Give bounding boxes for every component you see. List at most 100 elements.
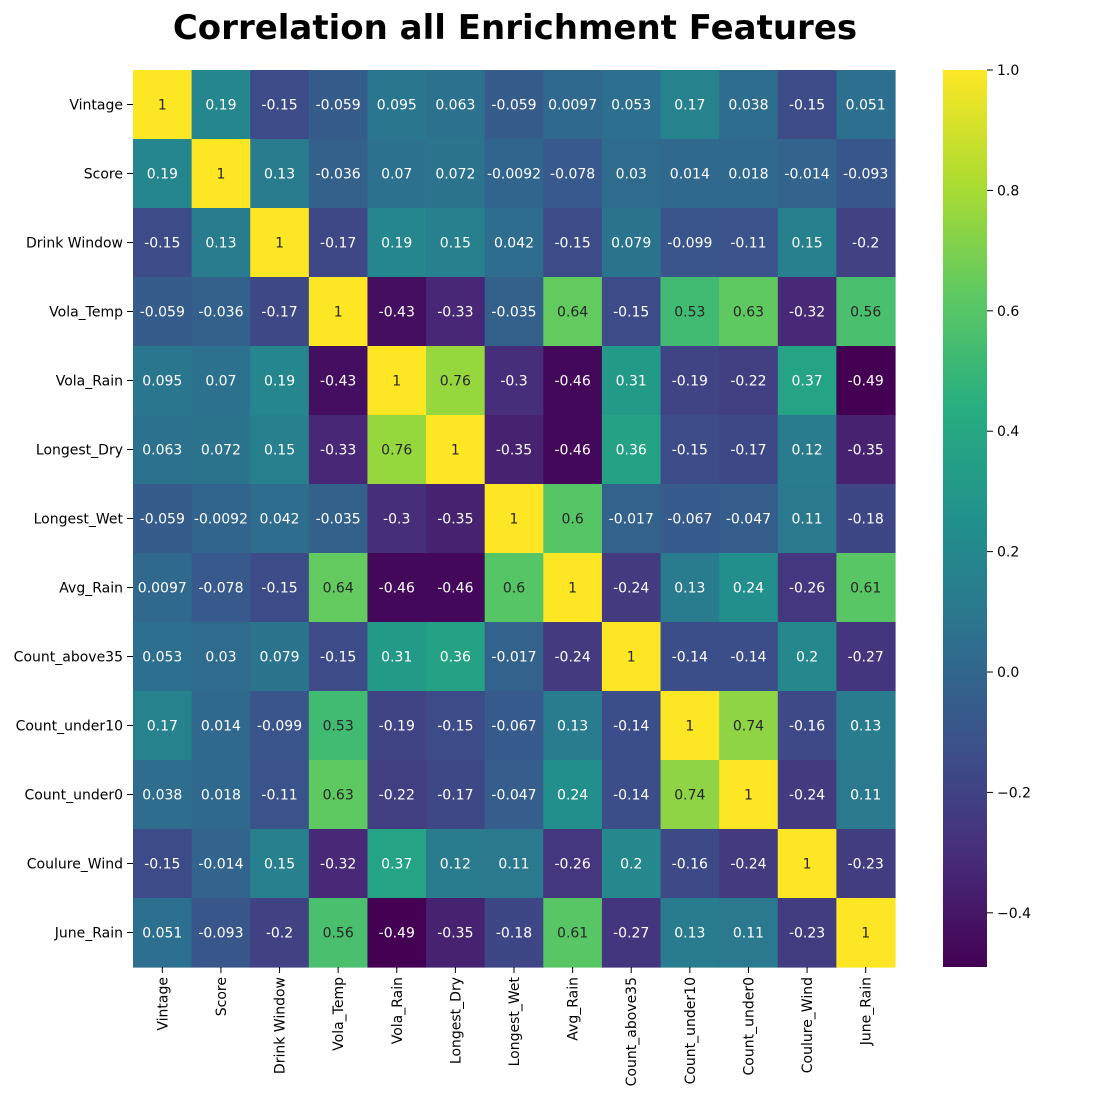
heatmap-cell: [719, 346, 779, 416]
cell-value-label: 0.6: [561, 512, 583, 528]
cell-value-label: -0.14: [730, 650, 766, 666]
heatmap-cell: [191, 277, 251, 347]
heatmap-cell: [484, 622, 544, 692]
cell-value-label: -0.33: [437, 305, 473, 321]
cell-value-label: 0.053: [611, 98, 651, 114]
x-tick-label: June_Rain: [859, 977, 875, 1046]
cell-value-label: 0.15: [264, 443, 295, 459]
heatmap-cell: [133, 760, 193, 830]
cell-value-label: -0.32: [789, 305, 825, 321]
heatmap-cell: [367, 139, 427, 209]
heatmap-cell: [191, 829, 251, 899]
cell-value-label: 0.61: [850, 581, 881, 597]
heatmap-cell: [250, 484, 310, 554]
cell-value-label: -0.35: [848, 443, 884, 459]
cell-value-label: 1: [275, 236, 284, 252]
heatmap-cell: [133, 277, 193, 347]
cell-value-label: -0.43: [379, 305, 415, 321]
cell-value-label: 0.36: [440, 650, 471, 666]
cell-value-label: 0.63: [323, 788, 354, 804]
heatmap-cell: [601, 208, 662, 278]
cell-value-label: 1: [158, 98, 167, 114]
heatmap-cell: [777, 139, 837, 209]
heatmap-cell: [660, 415, 720, 485]
colorbar-tick-label: 1.0: [997, 63, 1019, 79]
heatmap-cell: [719, 829, 779, 899]
heatmap-cell: [250, 898, 310, 968]
cell-value-label: -0.27: [613, 926, 649, 942]
cell-value-label: -0.035: [491, 305, 536, 321]
cell-value-label: -0.18: [848, 512, 884, 528]
heatmap-cell: [777, 415, 837, 485]
cell-value-label: -0.15: [555, 236, 591, 252]
cell-value-label: 0.64: [323, 581, 354, 597]
cell-value-label: -0.33: [320, 443, 356, 459]
heatmap-cell: [426, 760, 486, 830]
heatmap-cell: [484, 553, 544, 623]
heatmap-cell: [777, 691, 837, 761]
y-tick-label: Vintage: [69, 98, 123, 114]
cell-value-label: 0.24: [557, 788, 588, 804]
cell-value-label: -0.093: [843, 167, 888, 183]
heatmap-cell: [836, 691, 896, 761]
cell-value-label: 0.2: [796, 650, 818, 666]
heatmap-cell: [308, 346, 369, 416]
heatmap-cell: [836, 898, 896, 968]
heatmap-cell: [484, 415, 544, 485]
cell-value-label: 0.12: [791, 443, 822, 459]
cell-value-label: 0.11: [498, 857, 529, 873]
cell-value-label: -0.2: [266, 926, 293, 942]
heatmap-cell: [308, 760, 369, 830]
cell-value-label: -0.078: [550, 167, 595, 183]
cell-value-label: -0.24: [789, 788, 825, 804]
heatmap-cell: [426, 898, 486, 968]
heatmap-cell: [308, 277, 369, 347]
cell-value-label: -0.0092: [487, 167, 541, 183]
heatmap-cell: [836, 829, 896, 899]
cell-value-label: -0.15: [144, 236, 180, 252]
cell-value-label: 0.014: [670, 167, 710, 183]
cell-value-label: 0.079: [611, 236, 651, 252]
y-tick-labels: Vintage Score Drink Window Vola_Temp Vola_Ra…: [14, 98, 133, 942]
x-tick-label: Count_above35: [624, 977, 640, 1086]
cell-value-label: 0.072: [201, 443, 241, 459]
heatmap-cell: [250, 691, 310, 761]
cell-value-label: 0.74: [733, 719, 764, 735]
heatmap-cell: [601, 277, 662, 347]
heatmap-cell: [660, 760, 720, 830]
heatmap-cell: [719, 139, 779, 209]
cell-value-label: 0.31: [381, 650, 412, 666]
heatmap-cell: [836, 484, 896, 554]
cell-value-label: 0.13: [674, 581, 705, 597]
heatmap-cell: [601, 898, 662, 968]
cell-value-label: -0.18: [496, 926, 532, 942]
heatmap-cell: [191, 691, 251, 761]
heatmap-cell: [543, 484, 603, 554]
heatmap-cell: [543, 691, 603, 761]
heatmap-cell: [543, 553, 603, 623]
x-tick-label: Longest_Wet: [507, 976, 523, 1066]
cell-value-label: -0.16: [672, 857, 708, 873]
heatmap-cell: [601, 829, 662, 899]
heatmap-cell: [308, 415, 369, 485]
cell-value-label: -0.099: [667, 236, 712, 252]
cell-value-label: 0.17: [147, 719, 178, 735]
cell-value-label: -0.15: [144, 857, 180, 873]
cell-value-label: 0.19: [205, 98, 236, 114]
cell-value-label: -0.49: [848, 374, 884, 390]
x-tick-label: Vola_Rain: [390, 977, 406, 1044]
x-tick-label: Drink Window: [273, 977, 289, 1074]
heatmap-cell: [191, 553, 251, 623]
heatmap-cell: [836, 622, 896, 692]
heatmap-cell: [484, 829, 544, 899]
heatmap-cell: [133, 415, 193, 485]
heatmap-cell: [719, 208, 779, 278]
cell-value-label: 0.13: [674, 926, 705, 942]
heatmap-cell: [484, 898, 544, 968]
heatmap-cell: [660, 553, 720, 623]
heatmap-cell: [543, 70, 603, 140]
heatmap-cell: [660, 208, 720, 278]
cell-value-label: 0.018: [728, 167, 768, 183]
heatmap-cell: [133, 553, 193, 623]
